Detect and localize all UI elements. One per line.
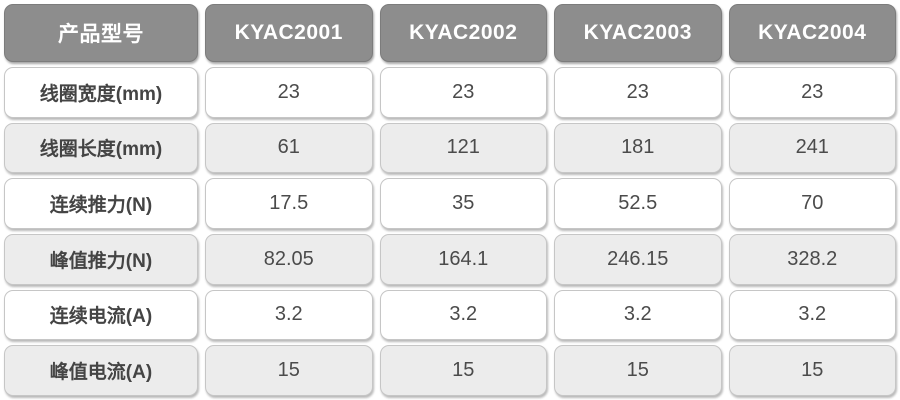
value-cell: 328.2 <box>728 234 896 285</box>
value-cell: 3.2 <box>379 289 547 341</box>
header-cell-kyac2004: KYAC2004 <box>728 4 896 62</box>
value-cell: 15 <box>205 345 373 396</box>
value-cell: 15 <box>728 345 896 396</box>
row-label-continuous-force: 连续推力(N) <box>4 178 198 229</box>
value-cell: 3.2 <box>205 289 373 341</box>
value-cell: 70 <box>728 178 896 229</box>
value-cell: 3.2 <box>728 289 896 341</box>
header-cell-kyac2002: KYAC2002 <box>379 4 547 62</box>
value-cell: 246.15 <box>554 234 722 285</box>
header-cell-product-model: 产品型号 <box>4 4 198 62</box>
value-cell: 61 <box>205 122 373 174</box>
value-cell: 17.5 <box>205 178 373 229</box>
value-cell: 82.05 <box>205 234 373 285</box>
row-label-coil-width: 线圈宽度(mm) <box>4 67 198 118</box>
row-label-peak-current: 峰值电流(A) <box>4 345 198 396</box>
value-cell: 121 <box>379 122 547 174</box>
value-cell: 181 <box>554 122 722 174</box>
row-label-coil-length: 线圈长度(mm) <box>4 122 198 174</box>
header-cell-kyac2003: KYAC2003 <box>554 4 722 62</box>
value-cell: 15 <box>554 345 722 396</box>
header-cell-kyac2001: KYAC2001 <box>205 4 373 62</box>
row-label-continuous-current: 连续电流(A) <box>4 289 198 341</box>
row-label-peak-force: 峰值推力(N) <box>4 234 198 285</box>
value-cell: 23 <box>554 67 722 118</box>
value-cell: 23 <box>205 67 373 118</box>
value-cell: 23 <box>728 67 896 118</box>
value-cell: 3.2 <box>554 289 722 341</box>
value-cell: 52.5 <box>554 178 722 229</box>
value-cell: 164.1 <box>379 234 547 285</box>
value-cell: 23 <box>379 67 547 118</box>
value-cell: 15 <box>379 345 547 396</box>
value-cell: 35 <box>379 178 547 229</box>
value-cell: 241 <box>728 122 896 174</box>
